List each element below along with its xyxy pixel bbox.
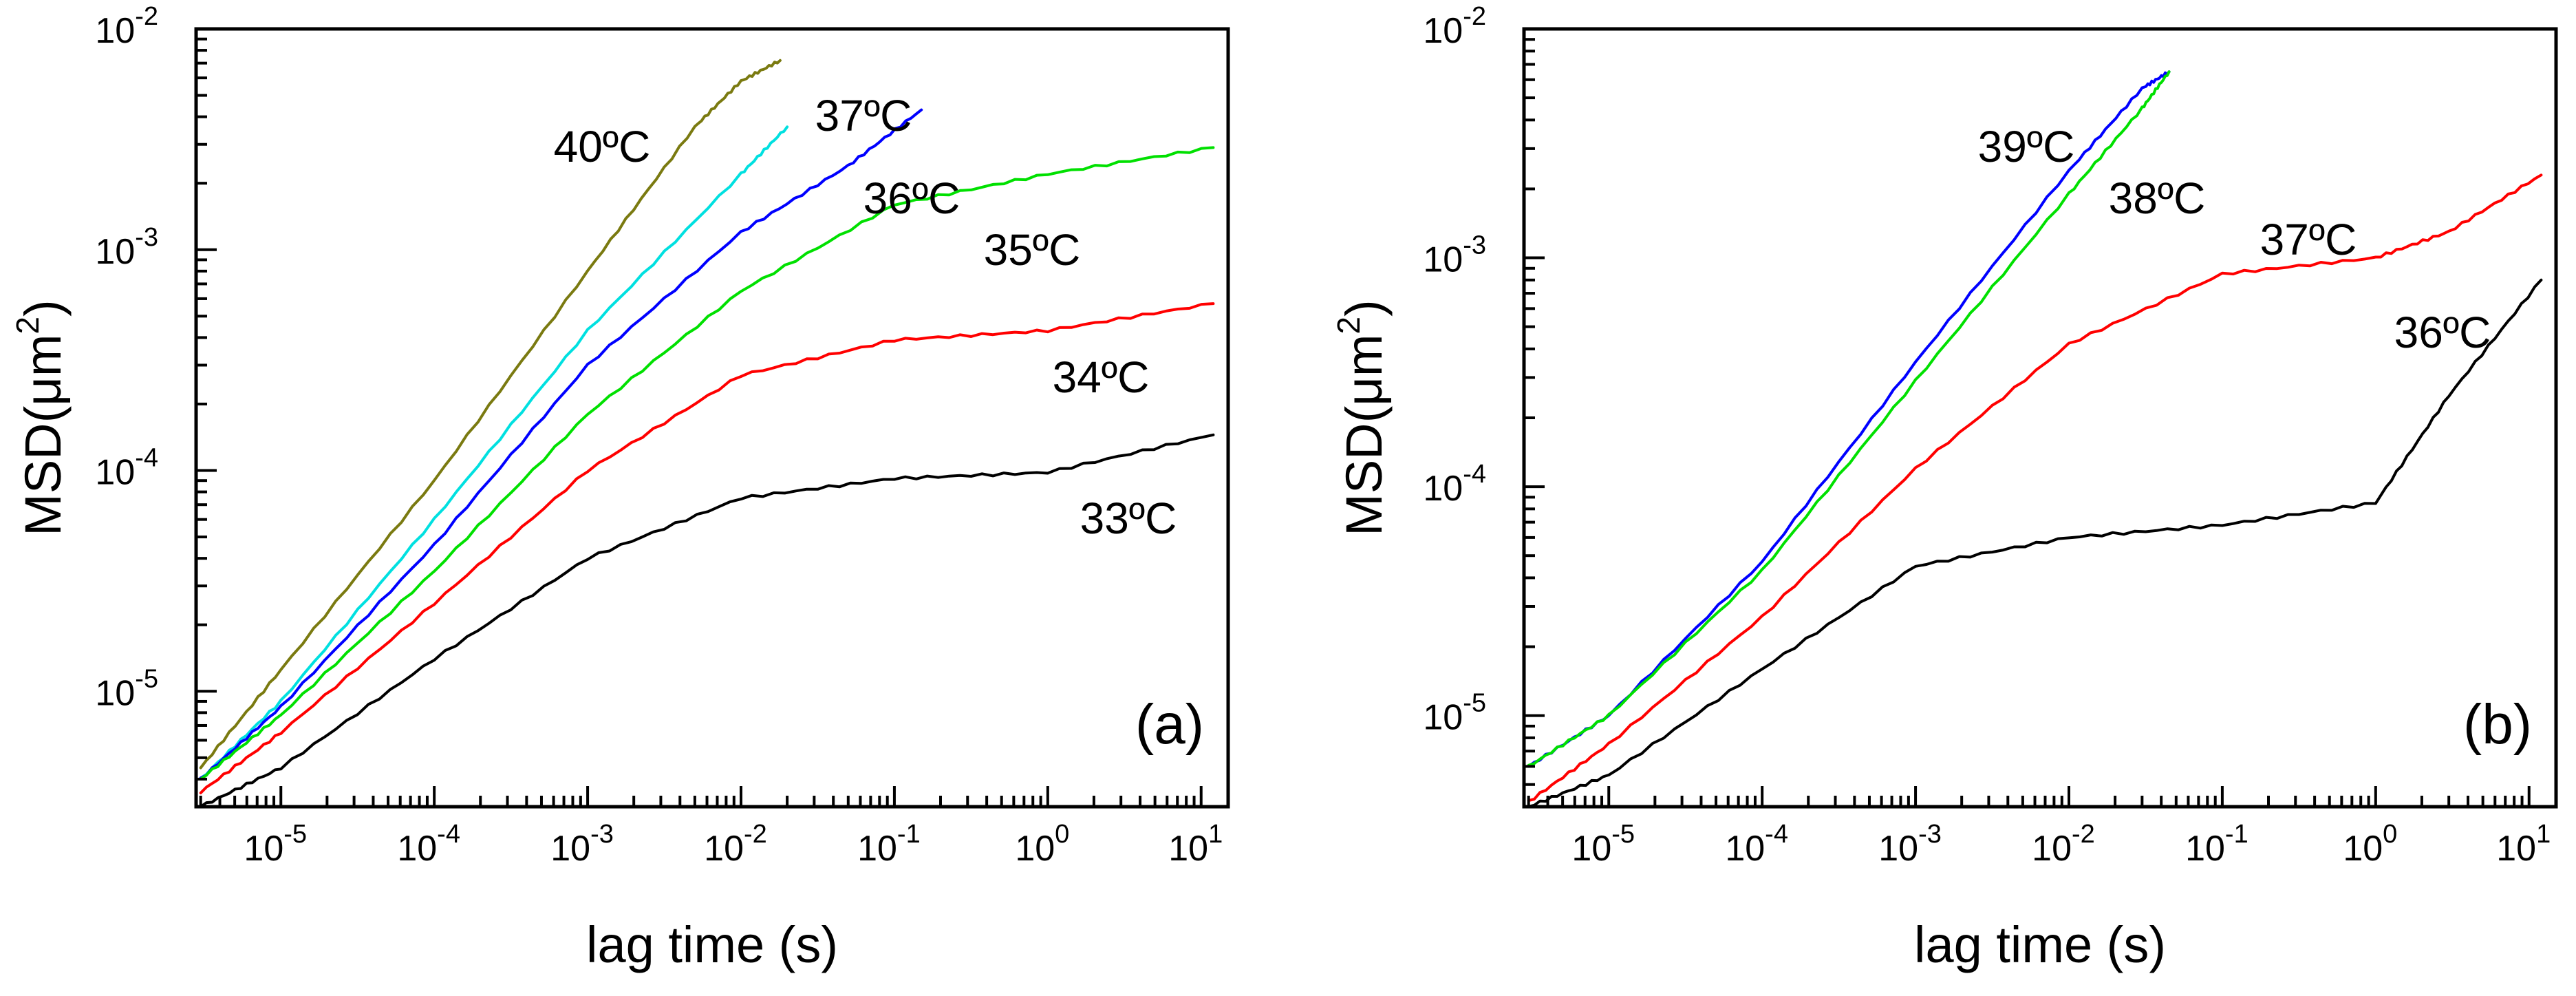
x-tick-label: 100	[1015, 820, 1069, 869]
chart-panel-b: 10-5 10-4 10-3 10-2 10-1 100 101 10-510-410-31…	[1331, 2, 2558, 973]
plot-area-a	[199, 59, 1215, 808]
series-line-35C-a	[199, 146, 1215, 781]
x-tick-label: 100	[2343, 820, 2397, 869]
x-axis-title-a: lag time (s)	[586, 916, 838, 973]
y-axis-title-close-a: )	[14, 299, 72, 317]
x-tick-label: 101	[2496, 820, 2551, 869]
x-tick-label: 10-3	[1878, 820, 1942, 869]
y-tick-label: 10-2	[1423, 2, 1486, 51]
x-minor-ticks-a	[199, 796, 1196, 807]
panel-label-a: (a)	[1135, 693, 1204, 756]
plot-frame-a	[194, 27, 1230, 809]
y-ticks-b: 10-5 10-4 10-3 10-2	[1423, 2, 1545, 808]
y-axis-title-a: MSD(μm2)	[10, 299, 72, 536]
curve-label-33C-a: 33ºC	[1080, 494, 1177, 543]
y-tick-label: 10-4	[1423, 460, 1486, 509]
y-tick-label: 10-4	[95, 444, 158, 493]
curve-label-34C-a: 34ºC	[1053, 352, 1150, 402]
panel-label-b: (b)	[2463, 693, 2532, 756]
y-axis-title-close-b: )	[1335, 299, 1393, 317]
curve-label-36C-b: 36ºC	[2394, 308, 2491, 357]
curve-label-40C-a: 40ºC	[554, 122, 651, 171]
x-major-ticks-a: 10-5 10-4 10-3 10-2 10-1 100 101	[244, 786, 1223, 869]
series-line-38C-b	[1527, 70, 2171, 767]
curve-label-37C-b: 37ºC	[2260, 215, 2357, 264]
x-tick-label: 101	[1168, 820, 1223, 869]
x-tick-label: 10-5	[1571, 820, 1635, 869]
x-major-ticks-b: 10-5 10-4 10-3 10-2 10-1 100 101	[1571, 786, 2551, 869]
curve-label-38C-b: 38ºC	[2109, 173, 2206, 223]
x-tick-label: 10-2	[704, 820, 767, 869]
curve-labels-b: 39ºC 38ºC 37ºC 36ºC	[1978, 122, 2491, 357]
x-tick-label: 10-4	[397, 820, 460, 869]
y-tick-label: 10-3	[1423, 231, 1486, 280]
x-tick-label: 10-3	[550, 820, 614, 869]
series-line-37C-a	[199, 125, 789, 780]
series-line-33C-a	[199, 433, 1215, 808]
y-tick-label: 10-5	[95, 664, 158, 713]
y-axis-title-b: MSD(μm2)	[1331, 299, 1393, 536]
x-tick-label: 10-1	[857, 820, 921, 869]
plot-area-b	[1527, 70, 2543, 808]
x-tick-label: 10-4	[1725, 820, 1788, 869]
x-tick-label: 10-5	[244, 820, 307, 869]
y-tick-label: 10-5	[1423, 689, 1486, 738]
curve-labels-a: 40ºC 37ºC 36ºC 35ºC 34ºC 33ºC	[554, 91, 1177, 543]
y-axis-title-text-a: MSD(μm	[14, 334, 72, 536]
x-tick-label: 10-2	[2032, 820, 2095, 869]
series-line-40C-a	[199, 59, 782, 770]
y-tick-label: 10-3	[95, 223, 158, 272]
curve-label-35C-a: 35ºC	[984, 225, 1081, 275]
y-axis-title-sup-b: 2	[1331, 317, 1366, 335]
y-tick-label: 10-2	[95, 2, 158, 51]
chart-panel-a: 10-5 10-4 10-3 10-2 10-1 100 101 10-510-410-31…	[10, 2, 1230, 973]
x-axis-title-b: lag time (s)	[1914, 916, 2166, 973]
series-line-36C-a	[199, 108, 923, 780]
series-line-36C-b	[1527, 278, 2543, 808]
curve-label-37C-a: 37ºC	[815, 91, 912, 140]
x-tick-label: 10-1	[2185, 820, 2248, 869]
y-ticks-a: 10-5 10-4 10-3 10-2	[95, 2, 217, 808]
y-axis-title-sup-a: 2	[10, 317, 45, 335]
curve-label-39C-b: 39ºC	[1978, 122, 2075, 171]
y-axis-title-text-b: MSD(μm	[1335, 334, 1393, 536]
series-line-34C-a	[199, 302, 1215, 794]
x-minor-ticks-b	[1527, 796, 2524, 807]
series-line-37C-b	[1527, 173, 2543, 803]
curve-label-36C-a: 36ºC	[863, 173, 960, 223]
